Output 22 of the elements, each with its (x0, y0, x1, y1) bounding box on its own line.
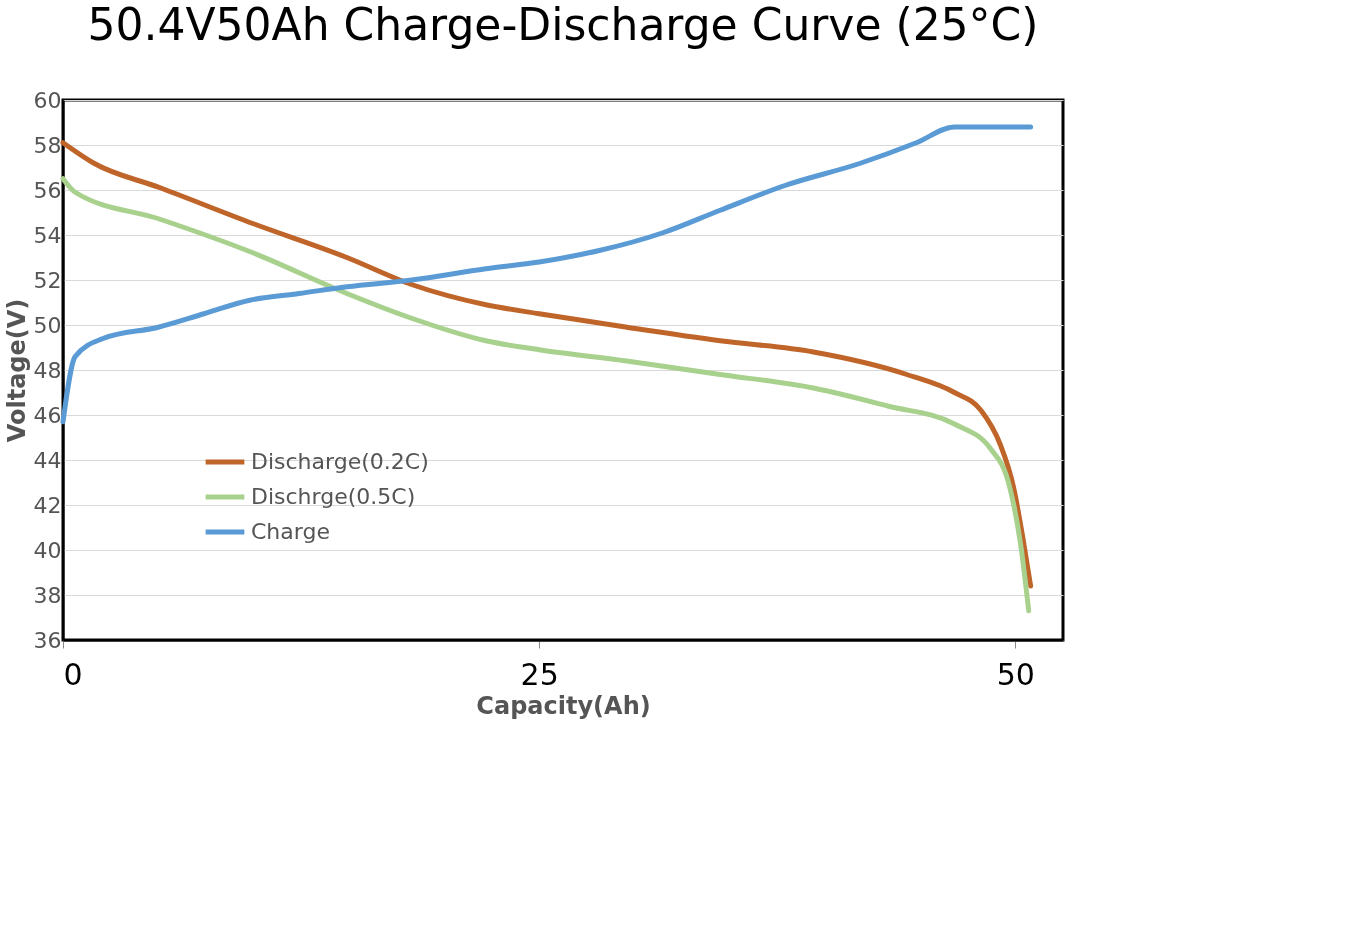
y-tick-label: 60 (33, 87, 62, 113)
y-tick-label: 56 (33, 177, 62, 203)
y-tick-label: 42 (33, 492, 62, 518)
y-tick-label: 40 (33, 537, 62, 563)
legend-label: Charge (251, 519, 330, 544)
y-tick-label: 36 (33, 627, 62, 653)
y-tick-label: 38 (33, 582, 62, 608)
chart-title: 50.4V50Ah Charge-Discharge Curve (25°C) (87, 0, 1039, 50)
x-tick-label: 50 (996, 656, 1035, 692)
y-tick-label: 54 (33, 222, 62, 248)
x-tick-label: 0 (63, 656, 83, 692)
y-tick-label: 46 (33, 402, 62, 428)
y-tick-label: 48 (33, 357, 62, 383)
y-tick-label: 50 (33, 312, 62, 338)
y-axis-title: Voltage(V) (2, 298, 31, 443)
x-axis-title: Capacity(Ah) (476, 691, 651, 720)
legend-label: Dischrge(0.5C) (251, 484, 416, 509)
x-tick-label: 25 (520, 656, 559, 692)
y-tick-label: 52 (33, 267, 62, 293)
y-tick-label: 44 (33, 447, 62, 473)
y-tick-label: 58 (33, 132, 62, 158)
legend-label: Discharge(0.2C) (251, 449, 429, 474)
